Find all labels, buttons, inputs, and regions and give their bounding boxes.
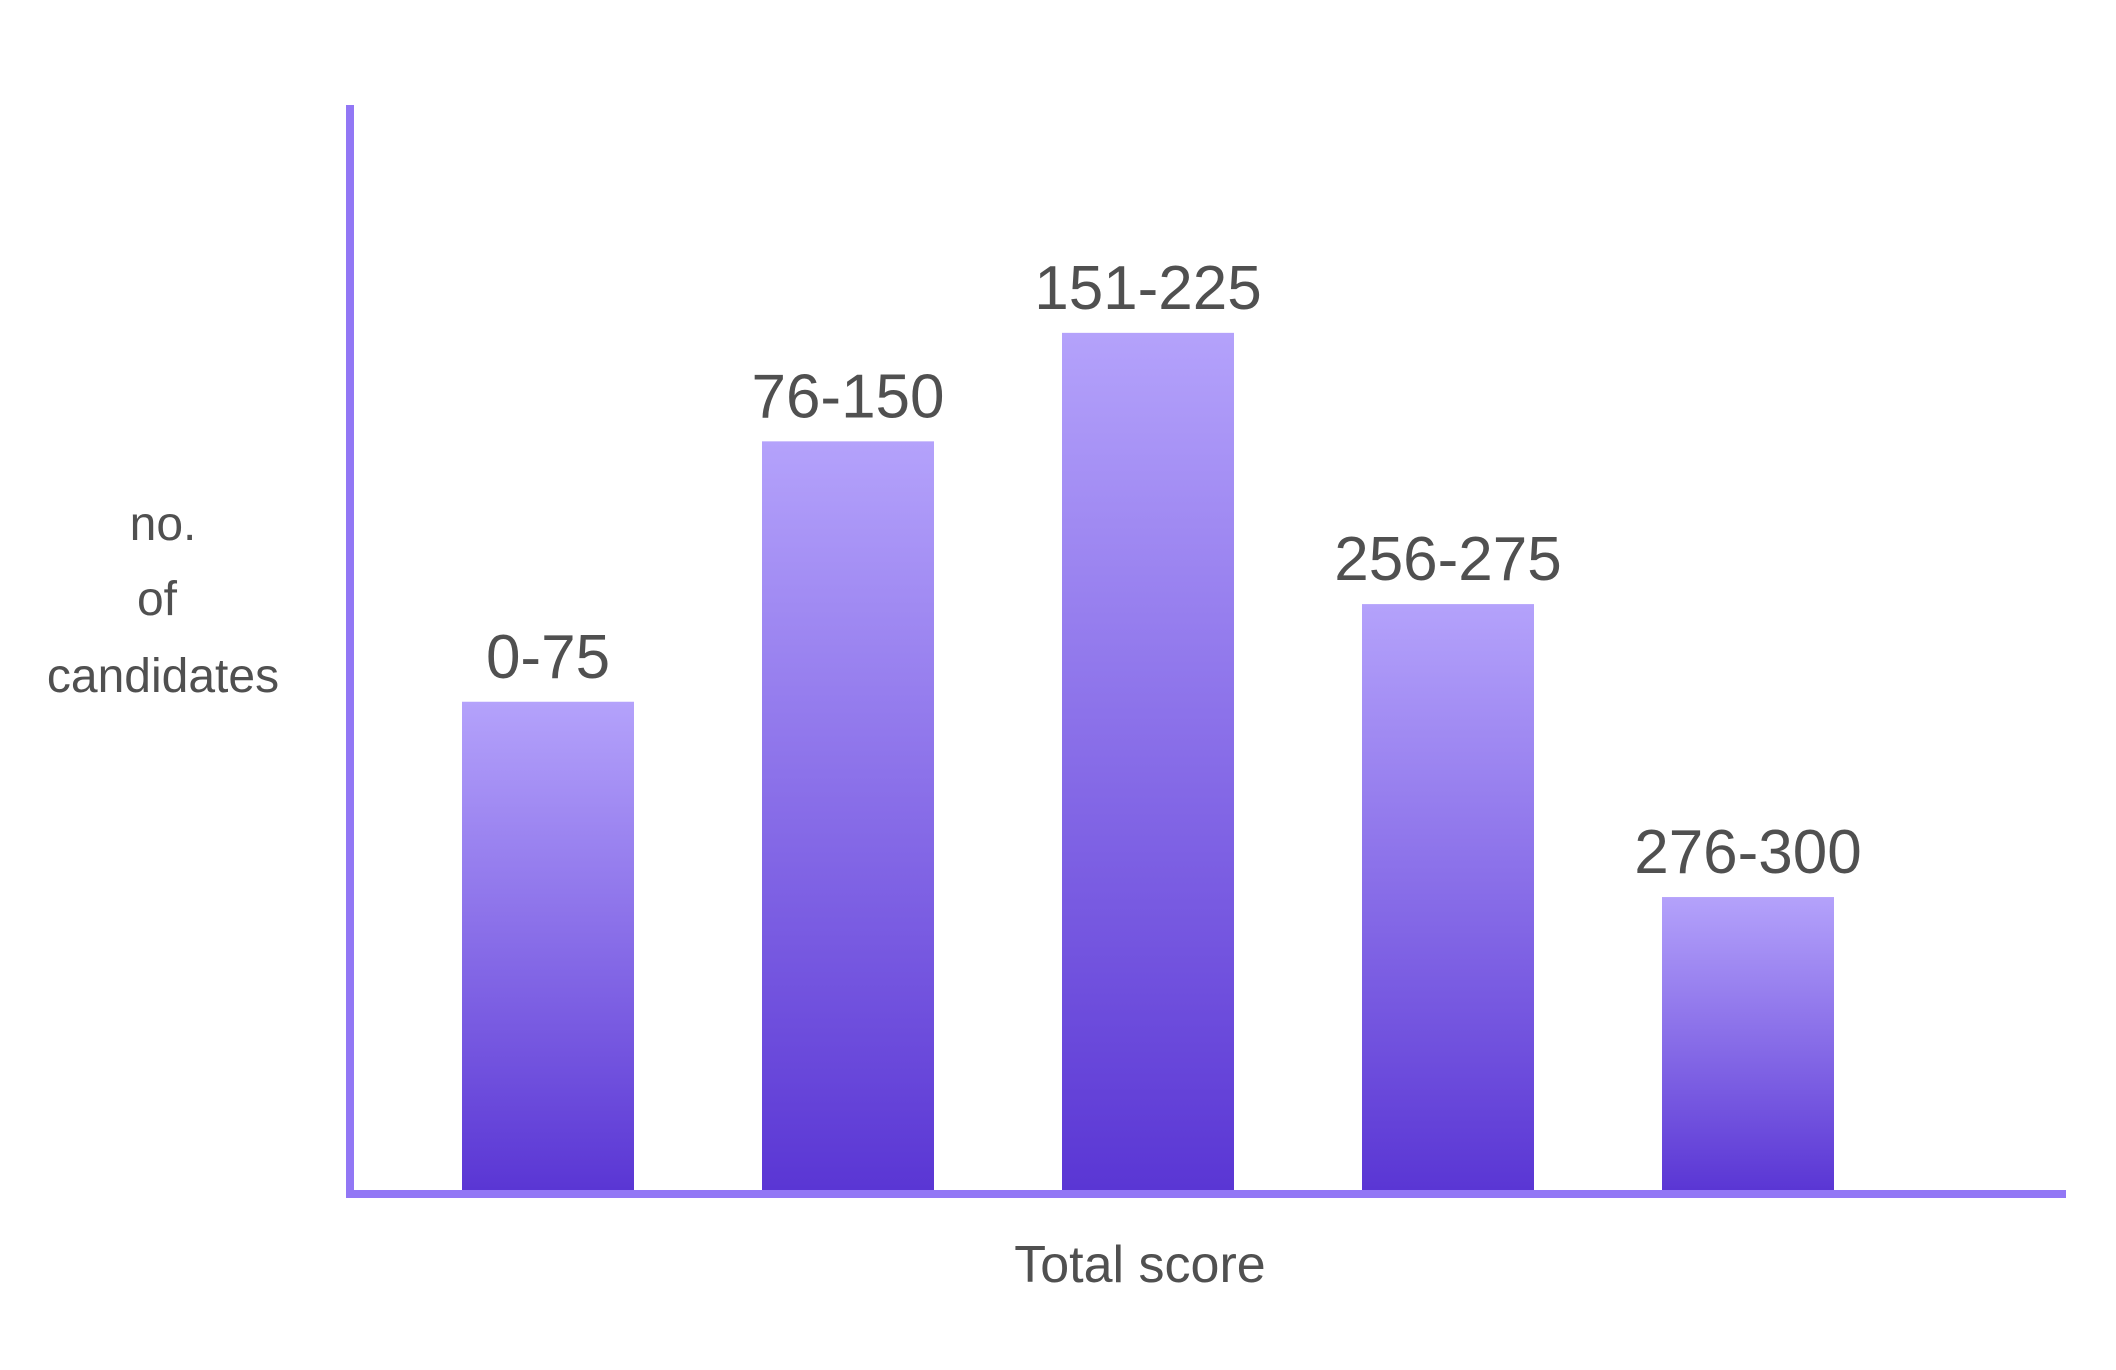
bar-151-225 <box>1062 332 1234 1191</box>
bar-label-256-275: 256-275 <box>1334 525 1562 594</box>
bar-256-275 <box>1362 604 1534 1190</box>
bars-group <box>462 332 1834 1191</box>
x-axis-label: Total score <box>1014 1236 1265 1294</box>
y-axis-label-line-1: no. <box>130 498 197 551</box>
bar-76-150 <box>762 441 934 1191</box>
bar-label-0-75: 0-75 <box>486 623 610 692</box>
bar-276-300 <box>1662 897 1834 1190</box>
bar-labels-group: 0-75 76-150 151-225 256-275 276-300 <box>486 254 1862 887</box>
bar-0-75 <box>462 701 634 1190</box>
bar-label-76-150: 76-150 <box>751 362 944 431</box>
y-axis-label-line-3: candidates <box>47 650 279 703</box>
bar-label-151-225: 151-225 <box>1034 254 1262 323</box>
y-axis-label-line-2: of <box>137 573 178 626</box>
bar-label-276-300: 276-300 <box>1634 818 1862 887</box>
